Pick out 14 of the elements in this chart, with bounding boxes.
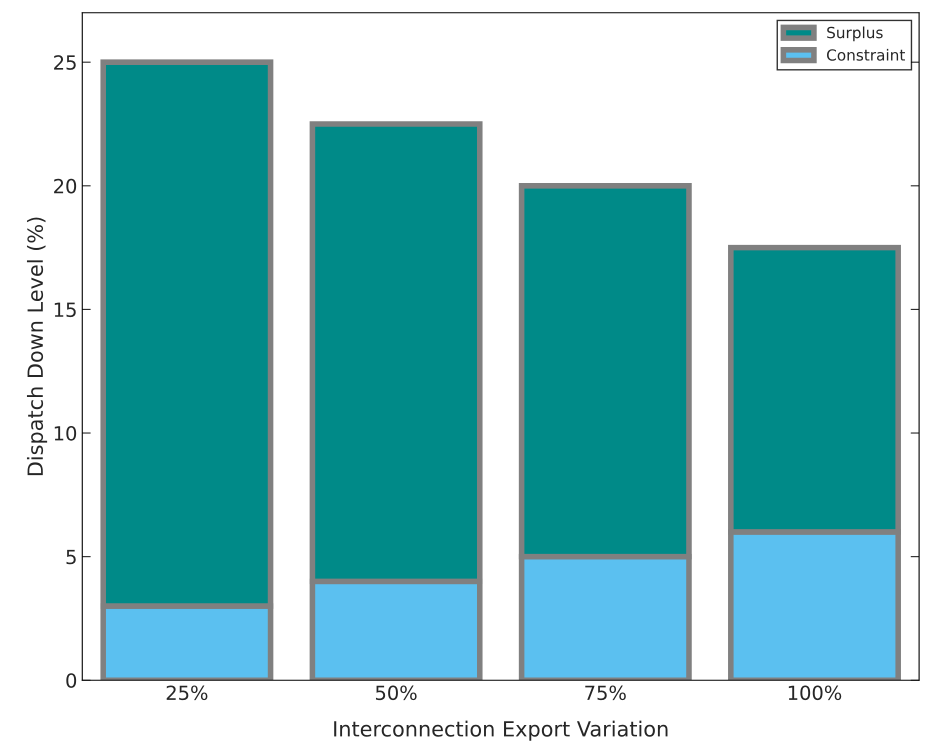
y-tick-label: 20 xyxy=(54,178,76,194)
legend-label: Surplus xyxy=(827,26,883,42)
y-axis-title: Dispatch Down Level (%) xyxy=(26,218,48,476)
legend-label: Constraint xyxy=(827,48,905,61)
x-tick-label: 25% xyxy=(166,685,208,700)
y-tick-label: 25 xyxy=(54,55,76,70)
y-tick-label: 10 xyxy=(54,426,76,441)
x-tick-label: 50% xyxy=(376,685,417,700)
y-tick-label: 0 xyxy=(66,673,76,688)
x-axis-title: Interconnection Export Variation xyxy=(334,720,668,741)
y-tick-label: 5 xyxy=(66,550,76,564)
x-tick-label: 100% xyxy=(788,685,842,700)
y-tick-label: 15 xyxy=(54,302,76,318)
x-tick-label: 75% xyxy=(585,685,626,700)
